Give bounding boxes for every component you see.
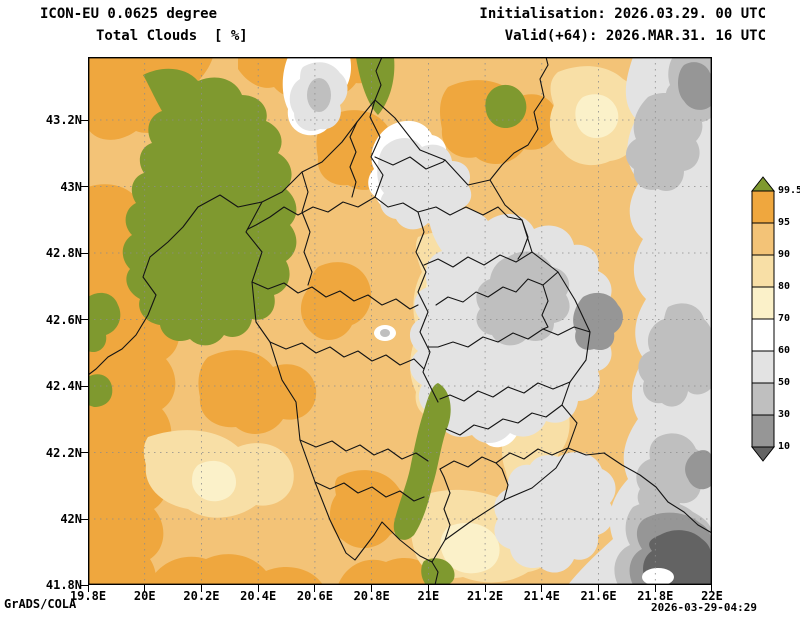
lon-tick-mark — [87, 585, 89, 592]
map-canvas — [87, 56, 713, 586]
lat-tick-label: 42.6N — [45, 312, 82, 327]
lat-tick-label: 43N — [60, 179, 82, 194]
colorbar-tick-label: 90 — [778, 249, 791, 260]
colorbar-tick-label: 60 — [778, 345, 791, 356]
lon-tick-mark — [484, 585, 486, 592]
model-title: ICON-EU 0.0625 degree — [40, 6, 218, 22]
lon-tick-label: 21.4E — [523, 589, 560, 603]
colorbar-tick-label: 80 — [778, 281, 791, 292]
lon-tick-mark — [144, 585, 146, 592]
variable-title: Total Clouds [ %] — [96, 28, 248, 44]
colorbar-tick-label: 70 — [778, 313, 791, 324]
lon-tick-label: 20.6E — [296, 589, 333, 603]
colorbar-scale — [750, 176, 776, 462]
lat-tick-mark — [80, 385, 88, 387]
map-area — [87, 56, 713, 586]
credit: GrADS/COLA — [4, 597, 77, 611]
lon-tick-mark — [200, 585, 202, 592]
colorbar-tick-label: 50 — [778, 377, 791, 388]
lat-tick-label: 41.8N — [45, 578, 82, 592]
lat-tick-mark — [80, 518, 88, 520]
lon-tick-label: 21.6E — [580, 589, 617, 603]
lon-tick-label: 22E — [701, 589, 723, 603]
lon-tick-label: 21.8E — [637, 589, 674, 603]
colorbar-tick-label: 10 — [778, 441, 791, 452]
lon-tick-mark — [427, 585, 429, 592]
lat-tick-mark — [80, 186, 88, 187]
lon-tick-label: 20E — [133, 589, 156, 603]
lon-tick-mark — [314, 585, 316, 592]
colorbar-tick-label: 30 — [778, 409, 791, 420]
lat-tick-mark — [80, 319, 88, 320]
lon-tick-label: 20.4E — [240, 589, 277, 603]
colorbar: 99.5 95 90 80 70 60 50 30 10 — [750, 176, 800, 476]
lat-tick-label: 42.4N — [45, 379, 82, 393]
lon-tick-mark — [371, 585, 373, 592]
lat-tick-label: 42N — [60, 512, 82, 526]
lon-tick-mark — [541, 585, 543, 592]
lon-tick-mark — [598, 585, 600, 592]
cloud-fill-layer — [88, 57, 712, 586]
lon-tick-mark — [257, 585, 259, 592]
lon-tick-label: 20.8E — [353, 589, 390, 603]
timestamp: 2026-03-29-04:29 — [651, 601, 757, 614]
lon-tick-label: 21.2E — [467, 589, 504, 603]
lon-tick-mark — [710, 585, 712, 592]
lat-tick-label: 43.2N — [45, 113, 82, 127]
lat-tick-label: 42.8N — [45, 246, 82, 260]
init-time: Initialisation: 2026.03.29. 00 UTC — [479, 6, 766, 22]
map-frame-border — [87, 56, 712, 585]
borders-layer — [87, 56, 713, 586]
lon-tick-label: 21E — [417, 589, 440, 603]
lon-tick-label: 20.2E — [183, 589, 220, 603]
lat-tick-mark — [80, 119, 88, 121]
colorbar-tick-label: 95 — [778, 217, 791, 228]
colorbar-tick-label: 99.5 — [778, 185, 800, 196]
lat-tick-mark — [80, 252, 88, 254]
lat-tick-label: 42.2N — [45, 445, 82, 460]
lat-tick-mark — [80, 584, 88, 586]
lon-tick-mark — [654, 585, 656, 592]
lat-tick-mark — [80, 452, 88, 453]
lon-tick-label: 19.8E — [69, 589, 107, 603]
valid-time: Valid(+64): 2026.MAR.31. 16 UTC — [504, 28, 766, 44]
